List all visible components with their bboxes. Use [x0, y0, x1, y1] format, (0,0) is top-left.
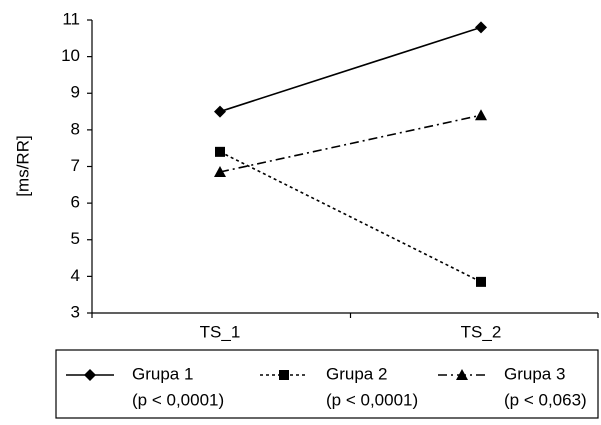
series-2-point	[215, 146, 225, 157]
series-2-line	[219, 151, 482, 283]
series-2-point	[476, 276, 486, 287]
y-tick-label: 3	[71, 302, 80, 321]
legend-item-3: Grupa 3 (p < 0,063)	[438, 364, 587, 409]
legend-marker	[84, 369, 96, 381]
series-1	[214, 21, 487, 118]
x-tick-label: TS_1	[200, 322, 241, 341]
y-tick-label: 7	[71, 156, 80, 175]
x-tick-labels: TS_1 TS_2	[200, 322, 502, 341]
legend: Grupa 1(p < 0,0001)Grupa 2(p < 0,0001)Gr…	[55, 349, 599, 419]
y-tick-labels: 3 4 5 6 7 8 9 10 11	[61, 9, 80, 321]
series-2	[215, 146, 486, 287]
series-1-point	[475, 21, 487, 34]
y-tick-label: 10	[61, 46, 80, 65]
y-tick-label: 8	[71, 119, 80, 138]
legend-note: (p < 0,063)	[504, 390, 587, 409]
series-3-line	[219, 114, 482, 173]
series-3-point	[475, 109, 487, 121]
y-axis-label: [ms/RR]	[13, 135, 32, 196]
series-3	[214, 109, 487, 177]
y-tick-label: 9	[71, 83, 80, 102]
legend-box	[55, 349, 599, 419]
legend-marker	[279, 370, 289, 380]
y-tick-label: 4	[71, 266, 80, 285]
series-3-point	[214, 165, 226, 177]
y-tick-label: 5	[71, 229, 80, 248]
legend-note: (p < 0,0001)	[132, 390, 224, 409]
legend-item-2: Grupa 2 (p < 0,0001)	[260, 364, 418, 409]
legend-label: Grupa 3	[504, 364, 565, 383]
x-tick-label: TS_2	[461, 322, 502, 341]
legend-label: Grupa 1	[132, 364, 193, 383]
series-1-point	[214, 105, 226, 118]
legend-label: Grupa 2	[326, 364, 387, 383]
series-1-line	[219, 26, 482, 113]
axes	[87, 19, 599, 318]
legend-marker	[456, 369, 468, 380]
legend-item-1: Grupa 1 (p < 0,0001)	[66, 364, 224, 409]
y-tick-label: 11	[62, 9, 80, 28]
legend-note: (p < 0,0001)	[326, 390, 418, 409]
series-group	[214, 21, 487, 287]
y-tick-label: 6	[71, 193, 80, 212]
